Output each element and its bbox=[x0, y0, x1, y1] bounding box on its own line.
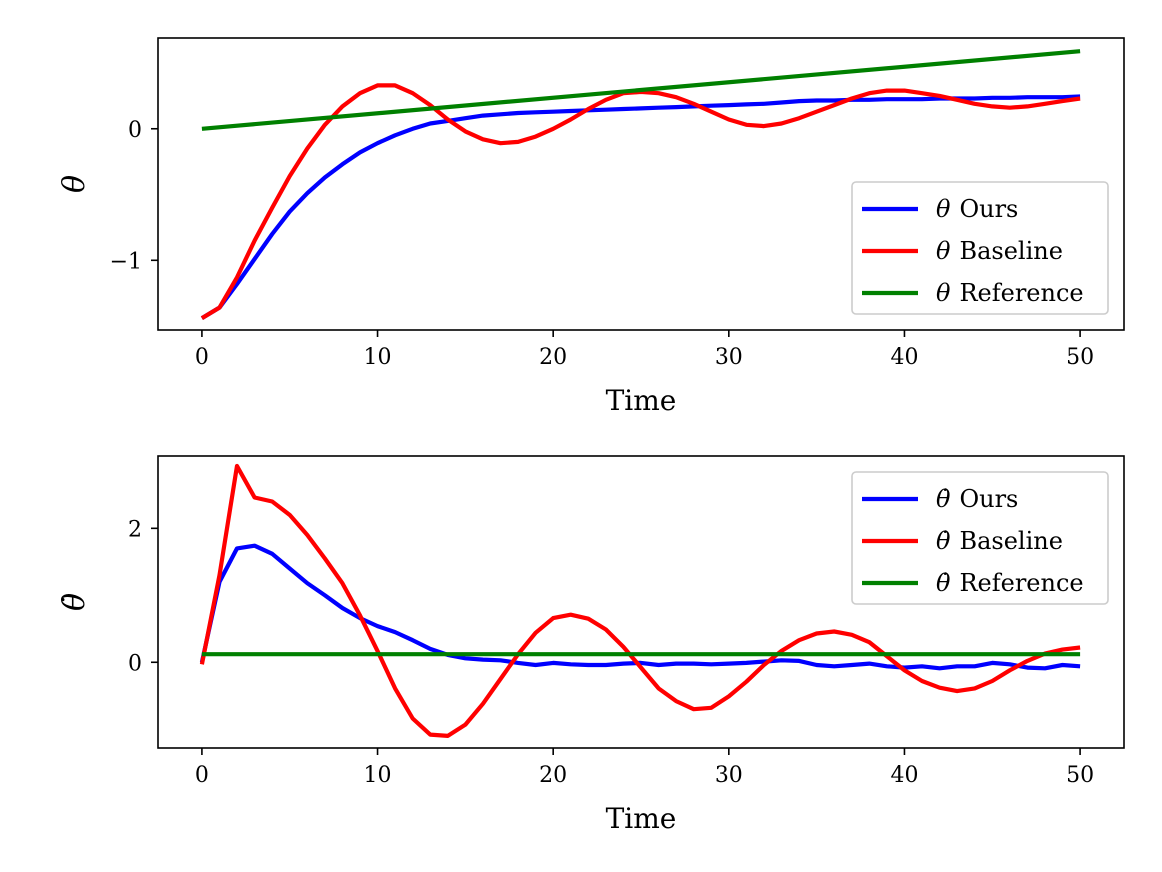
legend-symbol: θ bbox=[936, 195, 951, 223]
series-line-ours bbox=[199, 543, 1081, 671]
series-line-baseline bbox=[199, 463, 1081, 739]
chart-panel-2: 0 10 20 30 40 50 0 2 Time θ̇ θ̇ Ours θ̇ Baseline θ̇ Ref… bbox=[57, 455, 1125, 835]
x-tick-label: 10 bbox=[364, 763, 392, 788]
x-tick-label: 0 bbox=[195, 763, 209, 788]
legend-label: Reference bbox=[959, 279, 1083, 307]
legend-entry-baseline: θ Baseline bbox=[936, 237, 1063, 265]
axes-frame bbox=[157, 455, 1125, 749]
legend-entry-ours: θ Ours bbox=[936, 195, 1018, 223]
y-axis-label: θ bbox=[57, 175, 92, 193]
legend-label: Ours bbox=[959, 485, 1018, 513]
series-line-ours bbox=[200, 94, 1081, 320]
x-tick-label: 40 bbox=[890, 763, 918, 788]
legend-symbol: θ bbox=[936, 279, 951, 307]
y-tick-label: 0 bbox=[128, 118, 142, 143]
legend-box bbox=[851, 471, 1109, 605]
x-tick-label: 50 bbox=[1066, 345, 1094, 370]
legend-symbol: θ̇ bbox=[936, 569, 951, 597]
x-axis-label: Time bbox=[606, 802, 677, 835]
y-axis-label: θ̇ bbox=[57, 593, 92, 611]
legend-label: Ours bbox=[959, 195, 1018, 223]
legend-label: Baseline bbox=[959, 237, 1062, 265]
x-tick-label: 20 bbox=[539, 763, 567, 788]
y-tick-label: 0 bbox=[128, 651, 142, 676]
x-tick-label: 50 bbox=[1066, 763, 1094, 788]
y-tick-label: −1 bbox=[110, 249, 142, 274]
axes-frame bbox=[157, 37, 1125, 331]
x-tick-label: 10 bbox=[364, 345, 392, 370]
legend-label: Reference bbox=[959, 569, 1083, 597]
x-tick-label: 40 bbox=[890, 345, 918, 370]
legend-entry-reference: θ Reference bbox=[936, 279, 1084, 307]
legend-symbol: θ bbox=[936, 237, 951, 265]
x-tick-label: 20 bbox=[539, 345, 567, 370]
legend-entry-baseline: θ̇ Baseline bbox=[936, 527, 1063, 555]
legend-entry-ours: θ̇ Ours bbox=[936, 485, 1018, 513]
legend-box bbox=[851, 181, 1109, 315]
legend: θ̇ Ours θ̇ Baseline θ̇ Reference bbox=[851, 471, 1109, 605]
x-axis-label: Time bbox=[606, 384, 677, 417]
y-tick-label: 2 bbox=[128, 517, 142, 542]
x-tick-label: 30 bbox=[715, 763, 743, 788]
legend-symbol: θ̇ bbox=[936, 527, 951, 555]
legend-symbol: θ̇ bbox=[936, 485, 951, 513]
legend-entry-reference: θ̇ Reference bbox=[936, 569, 1084, 597]
legend-label: Baseline bbox=[959, 527, 1062, 555]
series-line-reference bbox=[201, 49, 1081, 131]
x-tick-label: 30 bbox=[715, 345, 743, 370]
x-tick-label: 0 bbox=[195, 345, 209, 370]
